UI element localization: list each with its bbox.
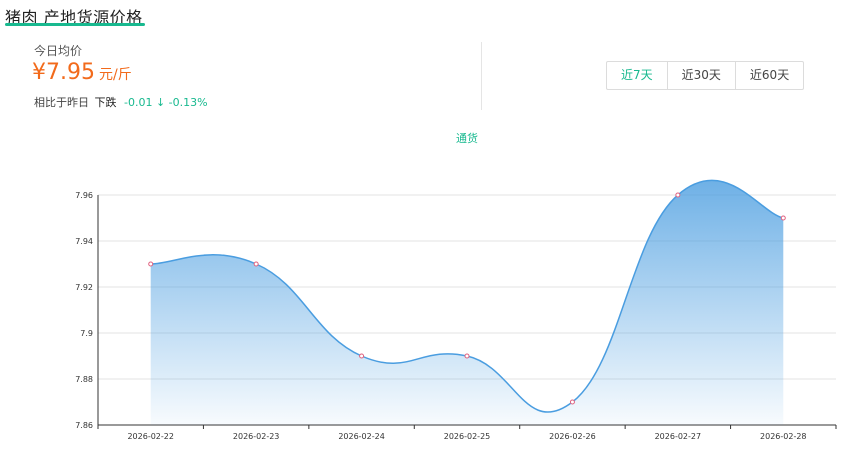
x-tick-label: 2026-02-27	[655, 432, 702, 441]
change-direction: 下跌	[94, 96, 117, 109]
tab-30-days[interactable]: 近30天	[666, 62, 735, 89]
chart-legend[interactable]: 通货	[456, 132, 478, 145]
data-point[interactable]	[359, 353, 365, 359]
data-point[interactable]	[464, 353, 470, 359]
y-tick-label: 7.92	[75, 283, 93, 292]
today-price-label: 今日均价	[34, 44, 83, 58]
data-point[interactable]	[148, 261, 154, 267]
y-tick-label: 7.94	[75, 237, 93, 246]
x-tick-label: 2026-02-22	[127, 432, 174, 441]
range-tabs: 近7天 近30天 近60天	[606, 61, 805, 90]
title-underline	[5, 23, 145, 26]
data-point[interactable]	[780, 215, 786, 221]
data-point[interactable]	[675, 192, 681, 198]
tab-7-days[interactable]: 近7天	[621, 68, 653, 82]
x-tick-label: 2026-02-26	[549, 432, 596, 441]
x-tick-label: 2026-02-23	[233, 432, 280, 441]
price-value: ¥7.95	[32, 60, 95, 85]
y-tick-label: 7.9	[80, 329, 93, 338]
tab-60-days[interactable]: 近60天	[734, 62, 803, 89]
change-value: -0.01 ↓ -0.13%	[124, 96, 208, 109]
y-tick-label: 7.96	[75, 191, 93, 200]
series-area	[150, 180, 784, 425]
page-title: 猪肉 产地货源价格	[5, 8, 143, 27]
x-tick-label: 2026-02-25	[444, 432, 491, 441]
vertical-divider	[481, 42, 482, 110]
y-tick-label: 7.86	[75, 421, 93, 430]
data-point[interactable]	[569, 399, 575, 405]
price-unit: 元/斤	[98, 67, 132, 83]
today-price: ¥7.95 元/斤	[32, 60, 132, 85]
y-tick-label: 7.88	[75, 375, 93, 384]
compare-label: 相比于昨日	[34, 96, 89, 109]
x-tick-label: 2026-02-28	[760, 432, 807, 441]
data-point[interactable]	[253, 261, 259, 267]
price-comparison: 相比于昨日 下跌 -0.01 ↓ -0.13%	[34, 94, 208, 110]
x-tick-label: 2026-02-24	[338, 432, 385, 441]
